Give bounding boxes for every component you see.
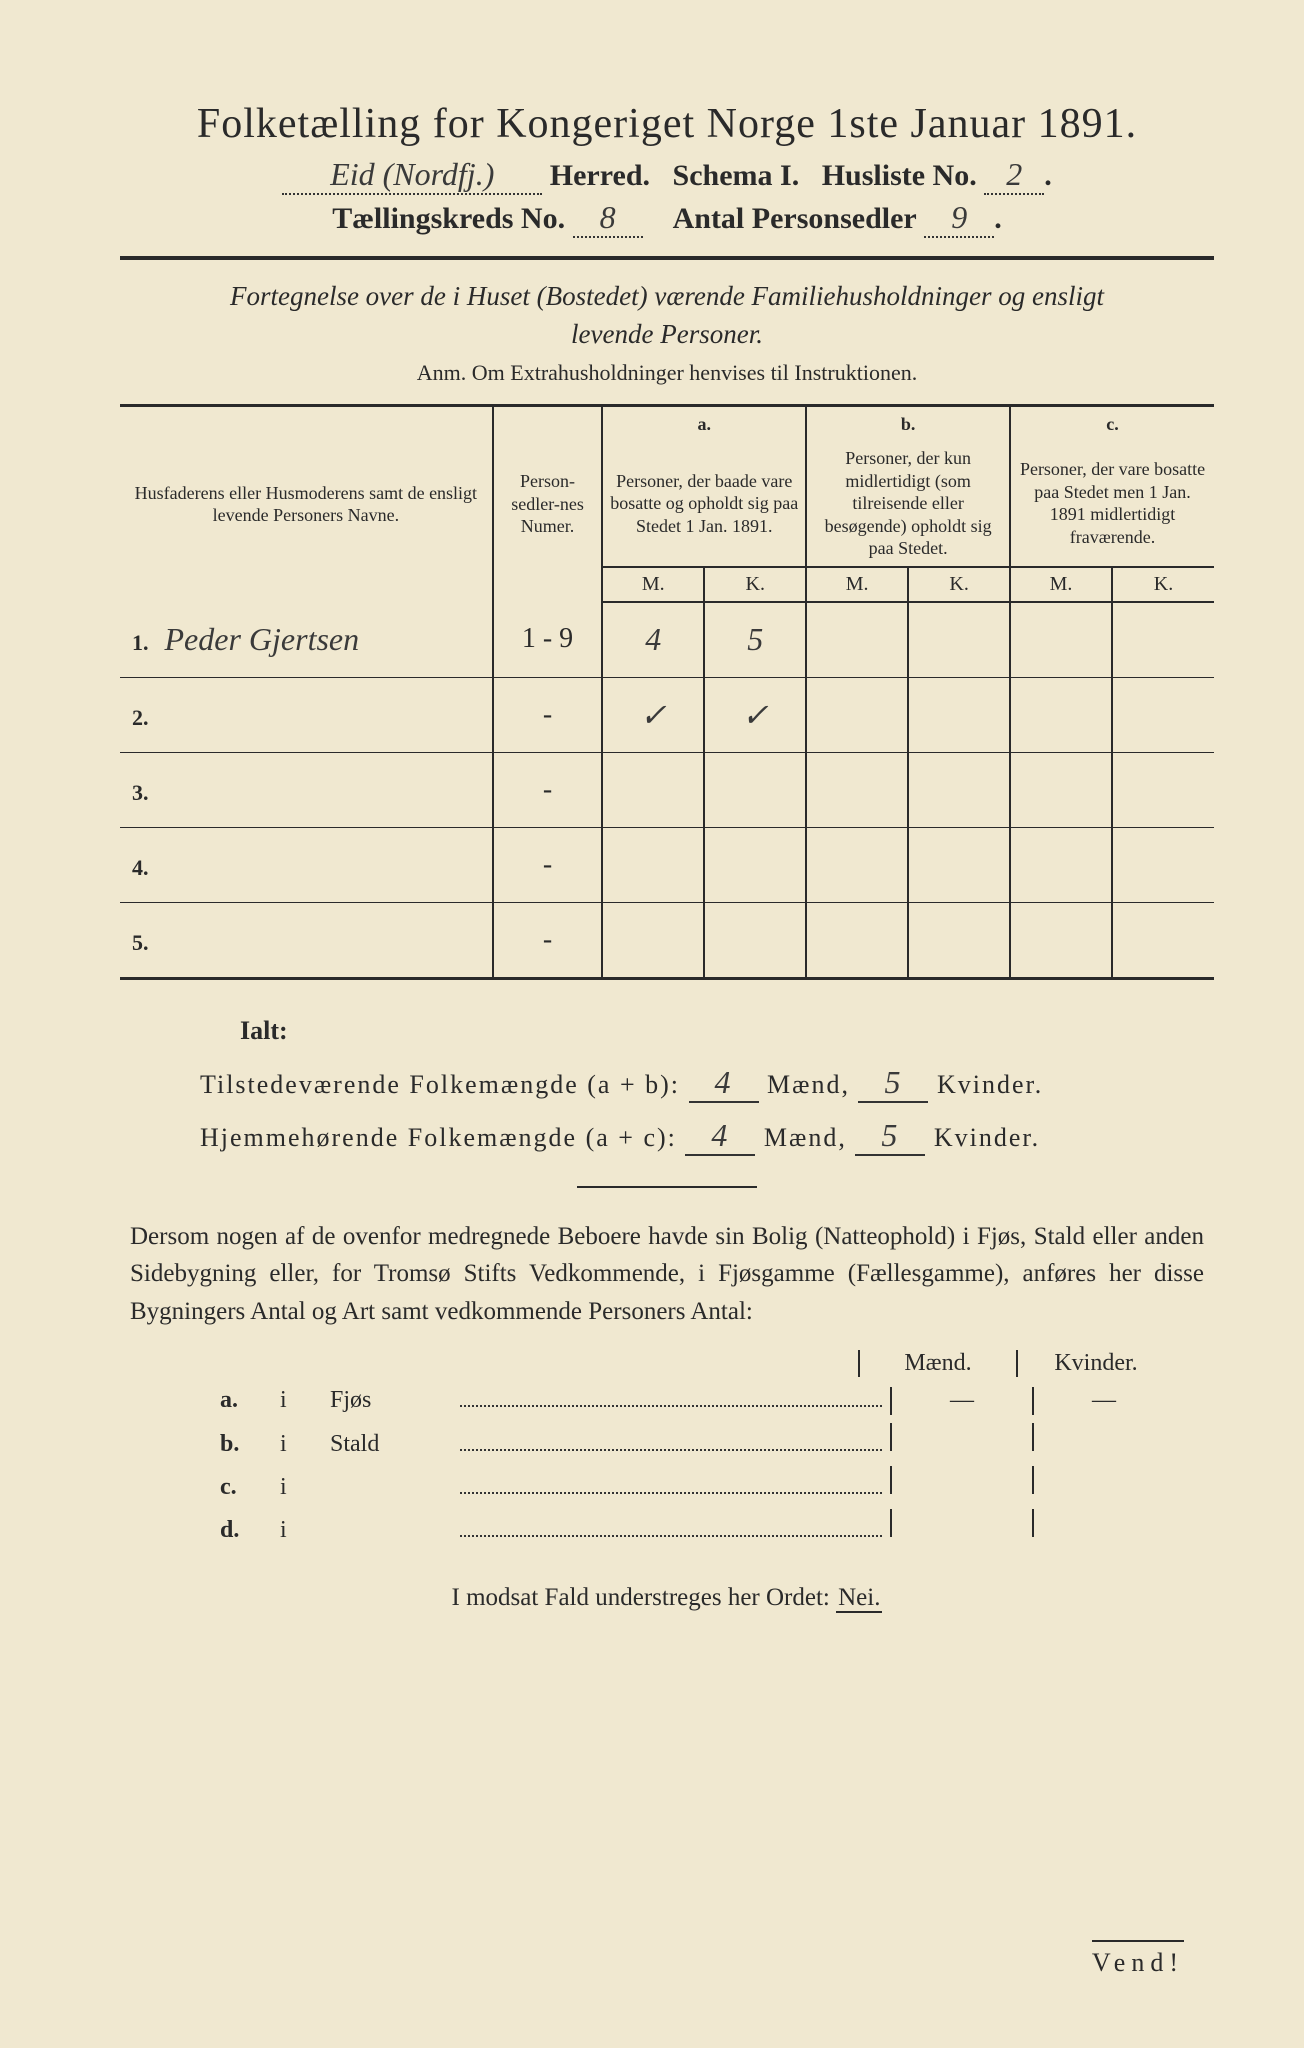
header-line-2: Eid (Nordfj.) Herred. Schema I. Husliste…	[120, 156, 1214, 195]
col-a-header: Personer, der baade vare bosatte og opho…	[602, 441, 806, 567]
herred-label: Herred.	[550, 159, 650, 192]
antal-no: 9	[951, 199, 967, 235]
col-c-header: Personer, der vare bosatte paa Stedet me…	[1010, 441, 1214, 567]
c-k-label: K.	[1112, 567, 1214, 602]
schema-label: Schema I.	[673, 159, 800, 192]
a-k-label: K.	[704, 567, 806, 602]
table-row: 1. Peder Gjertsen 1 - 9 4 5	[120, 602, 1214, 678]
building-row: d. i	[220, 1509, 1174, 1544]
ialt-title: Ialt:	[240, 1016, 1214, 1046]
b-k-label: K.	[908, 567, 1010, 602]
antal-label: Antal Personsedler	[673, 202, 917, 235]
ialt-line-2: Hjemmehørende Folkemængde (a + c): 4 Mæn…	[200, 1117, 1214, 1156]
table-row: 4. -	[120, 827, 1214, 902]
building-block: Mænd. Kvinder. a. i Fjøs — — b. i Stald …	[220, 1350, 1174, 1544]
table-row: 2. - ✓ ✓	[120, 677, 1214, 752]
maend-header: Mænd.	[858, 1350, 1016, 1377]
main-title: Folketælling for Kongeriget Norge 1ste J…	[120, 100, 1214, 148]
table-row: 5. -	[120, 902, 1214, 978]
herred-handwritten: Eid (Nordfj.)	[330, 156, 494, 192]
b-m-label: M.	[806, 567, 908, 602]
husliste-no: 2	[1006, 156, 1022, 192]
kreds-no: 8	[600, 199, 616, 235]
census-form-page: Folketælling for Kongeriget Norge 1ste J…	[0, 0, 1304, 2048]
rule-1	[120, 256, 1214, 260]
building-paragraph: Dersom nogen af de ovenfor medregnede Be…	[130, 1218, 1204, 1331]
col-b-header: Personer, der kun midlertidigt (som tilr…	[806, 441, 1010, 567]
husliste-label: Husliste No.	[822, 159, 977, 192]
col-c-label: c.	[1010, 405, 1214, 441]
ialt-block: Ialt: Tilstedeværende Folkemængde (a + b…	[200, 1016, 1214, 1156]
short-rule	[577, 1186, 757, 1188]
building-header: Mænd. Kvinder.	[220, 1350, 1174, 1377]
vend-label: Vend!	[1092, 1940, 1184, 1978]
census-table: Husfaderens eller Husmoderens samt de en…	[120, 404, 1214, 980]
kreds-label: Tællingskreds No.	[332, 202, 565, 235]
ialt-line-1: Tilstedeværende Folkemængde (a + b): 4 M…	[200, 1064, 1214, 1103]
building-row: c. i	[220, 1466, 1174, 1501]
kvinder-header: Kvinder.	[1016, 1350, 1174, 1377]
header-line-3: Tællingskreds No. 8 Antal Personsedler 9…	[120, 199, 1214, 238]
col-b-label: b.	[806, 405, 1010, 441]
c-m-label: M.	[1010, 567, 1112, 602]
table-row: 3. -	[120, 752, 1214, 827]
nei-word: Nei.	[836, 1584, 882, 1613]
anm-note: Anm. Om Extrahusholdninger henvises til …	[120, 360, 1214, 386]
col-name-header: Husfaderens eller Husmoderens samt de en…	[120, 405, 493, 602]
a-m-label: M.	[602, 567, 704, 602]
col-num-header: Person-sedler-nes Numer.	[493, 405, 603, 602]
subtitle: Fortegnelse over de i Huset (Bostedet) v…	[120, 278, 1214, 354]
building-row: a. i Fjøs — —	[220, 1387, 1174, 1415]
footer-line: I modsat Fald understreges her Ordet: Ne…	[120, 1584, 1214, 1612]
col-a-label: a.	[602, 405, 806, 441]
building-row: b. i Stald	[220, 1423, 1174, 1458]
